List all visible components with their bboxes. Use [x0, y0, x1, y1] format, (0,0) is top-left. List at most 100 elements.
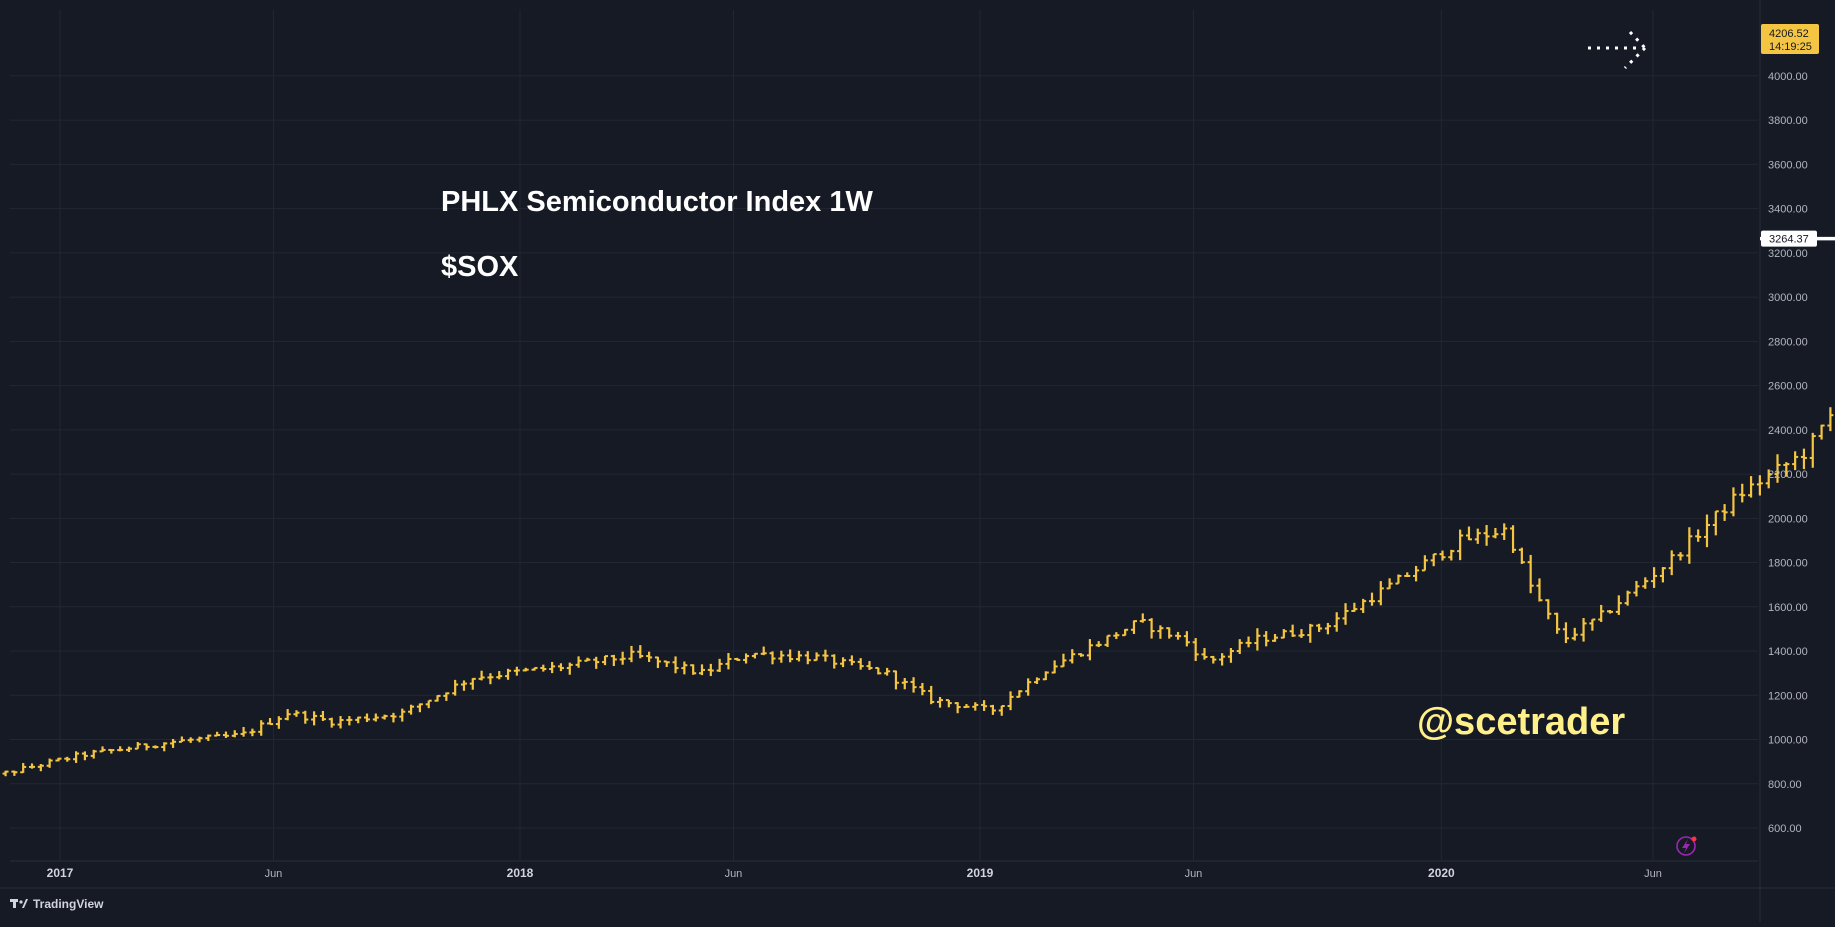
ohlc-bar	[1236, 639, 1243, 655]
ohlc-bar	[522, 667, 529, 672]
ohlc-bar	[1095, 641, 1102, 648]
ohlc-bar	[425, 699, 432, 709]
time-tick-label: Jun	[725, 868, 743, 880]
level-price-value: 3264.37	[1769, 234, 1809, 246]
chart-annotation-ticker: $SOX	[441, 251, 519, 283]
ohlc-bar	[134, 742, 141, 750]
ohlc-bar	[1166, 627, 1173, 639]
ohlc-bar	[1368, 592, 1375, 606]
ohlc-bar	[1025, 678, 1032, 696]
ohlc-bar	[813, 652, 820, 662]
ohlc-bar	[1157, 625, 1164, 639]
ohlc-bar	[972, 702, 979, 711]
time-tick-label: 2017	[47, 866, 74, 880]
ohlc-bar	[1474, 528, 1481, 544]
ohlc-bar	[725, 653, 732, 670]
ohlc-bar	[178, 736, 185, 743]
ohlc-bar	[1818, 424, 1825, 440]
ohlc-bar	[284, 709, 291, 721]
ohlc-bar	[469, 677, 476, 690]
ohlc-bar	[1545, 599, 1552, 620]
ohlc-bar	[1351, 602, 1358, 612]
ohlc-bar	[945, 699, 952, 708]
ohlc-bar	[1342, 603, 1349, 625]
ohlc-bar	[1510, 525, 1517, 553]
time-tick-label: Jun	[1644, 868, 1662, 880]
ohlc-bar	[1580, 618, 1587, 642]
ohlc-bar	[1192, 638, 1199, 661]
ohlc-bar	[364, 713, 371, 722]
ohlc-bar	[584, 657, 591, 662]
ohlc-bar	[478, 670, 485, 681]
ohlc-bar	[1598, 604, 1605, 622]
price-tick-label: 600.00	[1768, 823, 1802, 835]
ohlc-bar	[293, 710, 300, 717]
ohlc-bar	[434, 694, 441, 702]
price-tick-label: 1600.00	[1768, 602, 1808, 614]
ohlc-bar	[1800, 448, 1807, 470]
ohlc-bar	[1827, 407, 1834, 432]
ohlc-bar	[487, 673, 494, 685]
ohlc-bar	[143, 743, 150, 751]
ohlc-bar	[73, 751, 80, 763]
ohlc-bar	[549, 661, 556, 674]
ohlc-bar	[1792, 451, 1799, 471]
level-price-label: 3264.37	[1761, 230, 1817, 247]
ohlc-bar	[187, 737, 194, 743]
ohlc-bar	[372, 713, 379, 722]
ohlc-bar	[1280, 629, 1287, 639]
ohlc-bar	[55, 757, 62, 762]
price-tick-label: 2400.00	[1768, 425, 1808, 437]
ohlc-bar	[1703, 514, 1710, 548]
ohlc-bar	[769, 651, 776, 665]
ohlc-bar	[892, 670, 899, 690]
ohlc-bar	[125, 746, 132, 753]
price-tick-label: 4000.00	[1768, 71, 1808, 83]
ohlc-bar	[919, 682, 926, 696]
ohlc-bar	[99, 746, 106, 753]
ohlc-bar	[1298, 629, 1305, 638]
price-axis[interactable]: 600.00 800.00 1000.00 1200.00 1400.00 1600.00…	[1761, 24, 1819, 835]
ohlc-bar	[1642, 577, 1649, 589]
price-tick-label: 2600.00	[1768, 381, 1808, 393]
ohlc-bar	[1633, 580, 1640, 597]
ohlc-bar	[743, 653, 750, 664]
ohlc-bar	[1615, 595, 1622, 615]
ohlc-bar	[1686, 527, 1693, 564]
ohlc-bar	[1536, 578, 1543, 602]
ohlc-bar	[452, 679, 459, 696]
ohlc-bar	[707, 663, 714, 677]
ohlc-bar	[1730, 487, 1737, 517]
ohlc-bar	[319, 710, 326, 721]
ohlc-bar	[619, 651, 626, 665]
ohlc-bar	[381, 714, 388, 720]
time-tick-label: Jun	[1185, 868, 1203, 880]
bar-countdown: 14:19:25	[1769, 41, 1812, 53]
ohlc-bar	[337, 716, 344, 729]
ohlc-bar	[152, 745, 159, 749]
price-tick-label: 3400.00	[1768, 204, 1808, 216]
ohlc-bar	[81, 751, 88, 761]
lightning-icon[interactable]	[1676, 836, 1697, 856]
ohlc-bar	[1439, 550, 1446, 561]
ohlc-bar	[1289, 624, 1296, 637]
ohlc-bar	[1448, 549, 1455, 561]
ohlc-bar	[29, 763, 36, 769]
tradingview-logo[interactable]: TradingView	[10, 897, 104, 911]
ohlc-bar	[840, 657, 847, 668]
price-tick-label: 1200.00	[1768, 690, 1808, 702]
price-tick-label: 3000.00	[1768, 292, 1808, 304]
time-axis[interactable]: 2017Jun2018Jun2019Jun2020Jun2021Jun2022J…	[47, 866, 1835, 880]
ohlc-bar	[1333, 612, 1340, 632]
ohlc-bar	[602, 655, 609, 666]
price-tick-label: 2800.00	[1768, 336, 1808, 348]
ohlc-bar	[1104, 634, 1111, 647]
ohlc-bar	[496, 671, 503, 680]
chart-annotation-title: PHLX Semiconductor Index 1W	[441, 186, 873, 218]
ohlc-bar	[311, 711, 318, 726]
ohlc-bar	[267, 718, 274, 726]
ohlc-bar	[170, 738, 177, 748]
ohlc-bar	[1219, 653, 1226, 666]
